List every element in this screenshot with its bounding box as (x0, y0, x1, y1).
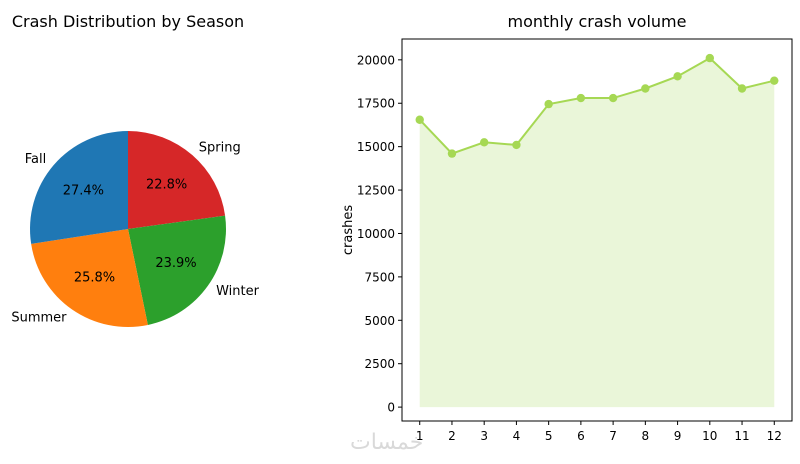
data-point-month-5 (544, 99, 553, 109)
pie-slices (30, 131, 226, 327)
pie-label-winter: Winter (216, 284, 260, 299)
x-axis-ticks: 1 2 3 4 5 6 7 8 9 10 11 12 (416, 421, 782, 443)
data-point-month-1 (415, 115, 424, 124)
data-point-month-12 (770, 76, 779, 85)
pie-label-summer: Summer (11, 311, 67, 326)
y-tick-label: 17500 (357, 97, 395, 111)
pie-slice-winter (128, 215, 226, 325)
pie-chart: Crash Distribution by Season 22.8% Spring… (11, 12, 260, 327)
pie-slice-summer (31, 229, 148, 327)
x-tick-label: 9 (674, 429, 682, 443)
pie-slice-fall (30, 131, 128, 244)
data-point-month-6 (576, 93, 586, 103)
pie-percent-fall: 27.4% (63, 184, 104, 199)
y-axis-label: crashes (341, 205, 356, 255)
pie-chart-title: Crash Distribution by Season (12, 12, 244, 31)
x-tick-label: 2 (448, 429, 456, 443)
x-tick-label: 8 (642, 429, 650, 443)
series-line-layer (419, 56, 775, 155)
x-tick-label: 3 (480, 429, 488, 443)
y-tick-label: 0 (387, 401, 395, 415)
area-fill-layer (419, 58, 775, 408)
data-point-month-10 (705, 53, 715, 63)
data-point-month-7 (608, 93, 618, 103)
x-tick-label: 11 (734, 429, 749, 443)
pie-percent-summer: 25.8% (74, 270, 115, 285)
data-point-month-4 (512, 140, 521, 150)
area-fill (419, 58, 775, 408)
pie-label-fall: Fall (25, 152, 46, 167)
data-point-month-2 (447, 149, 457, 158)
y-tick-label: 2500 (364, 357, 395, 371)
data-point-month-11 (737, 84, 747, 93)
y-tick-label: 7500 (364, 270, 395, 284)
line-chart: monthly crash volume 0 2500 5000 7500 10000 1… (341, 12, 793, 443)
pie-slice-spring (128, 131, 226, 229)
pie-percent-spring: 22.8% (146, 178, 187, 193)
x-tick-label: 12 (767, 429, 782, 443)
x-tick-label: 4 (513, 429, 521, 443)
y-tick-label: 20000 (357, 53, 395, 67)
watermark-text: خمسات (350, 430, 423, 455)
y-tick-label: 15000 (357, 140, 395, 154)
y-tick-label: 12500 (357, 184, 395, 198)
y-tick-label: 5000 (364, 314, 395, 328)
x-tick-label: 7 (609, 429, 617, 443)
series-points-layer (415, 53, 779, 158)
pie-label-spring: Spring (199, 141, 241, 156)
line-chart-title: monthly crash volume (508, 12, 687, 31)
data-point-month-3 (479, 138, 489, 147)
x-tick-label: 10 (702, 429, 717, 443)
line-axes-frame (401, 38, 793, 422)
y-tick-label: 10000 (357, 227, 395, 241)
x-tick-label: 5 (545, 429, 553, 443)
data-point-month-9 (673, 72, 682, 81)
data-point-month-8 (641, 84, 650, 93)
x-tick-label: 1 (416, 429, 424, 443)
series-line (419, 56, 775, 155)
x-tick-label: 6 (577, 429, 585, 443)
y-axis-ticks: 0 2500 5000 7500 10000 12500 15000 17500 20000 (357, 53, 402, 415)
pie-labels: 22.8% Spring 23.9% Winter 25.8% Summer 27.4% Fa… (11, 141, 259, 326)
pie-percent-winter: 23.9% (155, 256, 196, 271)
